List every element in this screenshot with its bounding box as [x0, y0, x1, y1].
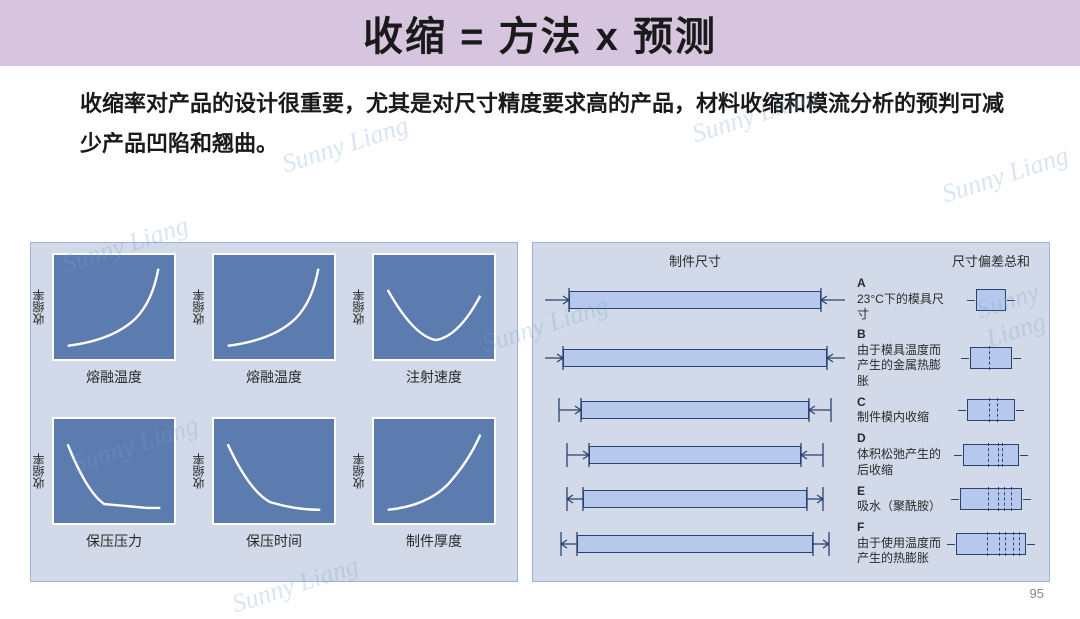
bar-zone [545, 482, 845, 516]
page-number: 95 [1030, 586, 1044, 601]
chart-plot [52, 253, 176, 361]
chart-ylabel: 收缩率 [350, 289, 367, 325]
row-label: C制件模内收缩 [845, 395, 945, 426]
right-panel-headers: 制件尺寸 尺寸偏差总和 [545, 251, 1037, 270]
deviation-box-zone [945, 399, 1037, 421]
mini-chart: 收缩率熔融温度 [199, 253, 349, 407]
deviation-box [967, 399, 1015, 421]
row-label: E吸水（聚酰胺） [845, 484, 945, 515]
mini-chart: 收缩率熔融温度 [39, 253, 189, 407]
subtitle-text: 收缩率对产品的设计很重要，尤其是对尺寸精度要求高的产品，材料收缩和模流分析的预判… [0, 66, 1080, 163]
deviation-box-zone [945, 289, 1037, 311]
chart-ylabel: 收缩率 [30, 453, 47, 489]
dimension-row: C制件模内收缩 [545, 393, 1037, 427]
content-area: 收缩率熔融温度收缩率熔融温度收缩率注射速度收缩率保压压力收缩率保压时间收缩率制件… [30, 242, 1050, 582]
deviation-box [960, 488, 1022, 510]
shrinkage-charts-grid: 收缩率熔融温度收缩率熔融温度收缩率注射速度收缩率保压压力收缩率保压时间收缩率制件… [30, 242, 518, 582]
mini-chart: 收缩率保压时间 [199, 417, 349, 571]
header-deviation-sum: 尺寸偏差总和 [945, 251, 1037, 270]
row-label: A23°C下的模具尺寸 [845, 276, 945, 323]
chart-ylabel: 收缩率 [190, 289, 207, 325]
deviation-box [963, 444, 1019, 466]
dimension-row: B由于模具温度而产生的金属热膨胀 [545, 327, 1037, 389]
chart-plot [212, 417, 336, 525]
dimension-row: A23°C下的模具尺寸 [545, 276, 1037, 323]
mini-chart: 收缩率注射速度 [359, 253, 509, 407]
chart-plot [372, 253, 496, 361]
chart-plot [372, 417, 496, 525]
header-part-size: 制件尺寸 [545, 251, 845, 270]
chart-caption: 制件厚度 [406, 531, 462, 551]
bar-zone [545, 393, 845, 427]
chart-ylabel: 收缩率 [30, 289, 47, 325]
chart-caption: 保压压力 [86, 531, 142, 551]
dimension-row: D体积松弛产生的后收缩 [545, 431, 1037, 478]
bar-zone [545, 527, 845, 561]
dimension-row: E吸水（聚酰胺） [545, 482, 1037, 516]
chart-ylabel: 收缩率 [350, 453, 367, 489]
deviation-box [970, 347, 1012, 369]
chart-plot [52, 417, 176, 525]
title-bar: 收缩 = 方法 x 预测 [0, 0, 1080, 66]
chart-plot [212, 253, 336, 361]
row-label: B由于模具温度而产生的金属热膨胀 [845, 327, 945, 389]
row-label: D体积松弛产生的后收缩 [845, 431, 945, 478]
deviation-box [976, 289, 1006, 311]
mini-chart: 收缩率保压压力 [39, 417, 189, 571]
chart-caption: 熔融温度 [246, 367, 302, 387]
page-title: 收缩 = 方法 x 预测 [363, 4, 717, 62]
row-label: F由于使用温度而产生的热膨胀 [845, 520, 945, 567]
dimension-deviation-panel: 制件尺寸 尺寸偏差总和 A23°C下的模具尺寸B由于模具温度而产生的金属热膨胀 C… [532, 242, 1050, 582]
chart-caption: 熔融温度 [86, 367, 142, 387]
deviation-box-zone [945, 533, 1037, 555]
bar-zone [545, 438, 845, 472]
chart-ylabel: 收缩率 [190, 453, 207, 489]
chart-caption: 注射速度 [406, 367, 462, 387]
bar-zone [545, 341, 845, 375]
chart-caption: 保压时间 [246, 531, 302, 551]
deviation-box-zone [945, 444, 1037, 466]
deviation-box-zone [945, 347, 1037, 369]
mini-chart: 收缩率制件厚度 [359, 417, 509, 571]
dimension-row: F由于使用温度而产生的热膨胀 [545, 520, 1037, 567]
bar-zone [545, 283, 845, 317]
deviation-box [956, 533, 1026, 555]
deviation-box-zone [945, 488, 1037, 510]
